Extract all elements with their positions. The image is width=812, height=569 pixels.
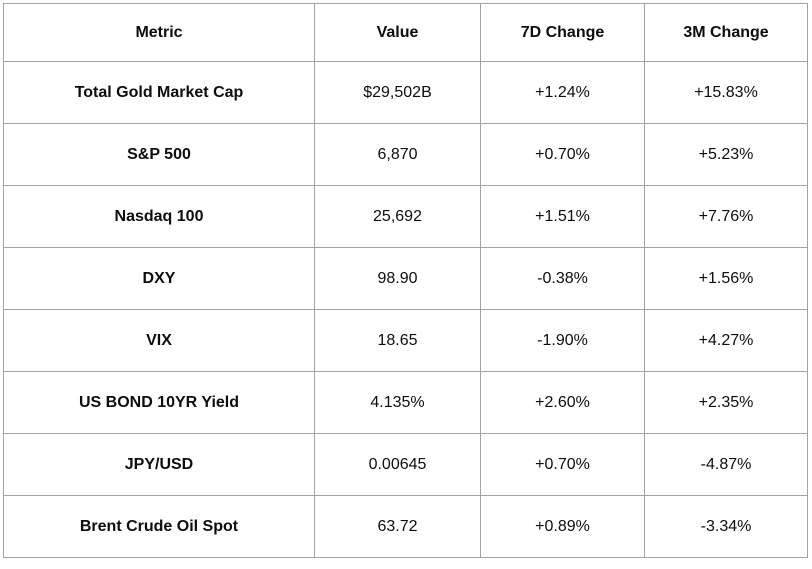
header-row: Metric Value 7D Change 3M Change bbox=[3, 3, 808, 62]
metric-cell: JPY/USD bbox=[3, 433, 315, 496]
change-3m-cell: +1.56% bbox=[644, 247, 808, 310]
metric-cell: Brent Crude Oil Spot bbox=[3, 495, 315, 558]
change-7d-cell: -1.90% bbox=[480, 309, 645, 372]
column-header-7d-change: 7D Change bbox=[480, 3, 645, 62]
change-3m-cell: +2.35% bbox=[644, 371, 808, 434]
change-3m-cell: -4.87% bbox=[644, 433, 808, 496]
change-7d-cell: +0.70% bbox=[480, 433, 645, 496]
change-3m-cell: +7.76% bbox=[644, 185, 808, 248]
metric-cell: DXY bbox=[3, 247, 315, 310]
change-7d-cell: +0.89% bbox=[480, 495, 645, 558]
change-7d-cell: +1.24% bbox=[480, 61, 645, 124]
market-metrics-table: Metric Value 7D Change 3M Change Total G… bbox=[3, 3, 808, 558]
table-row: Nasdaq 100 25,692 +1.51% +7.76% bbox=[3, 185, 808, 248]
column-header-metric: Metric bbox=[3, 3, 315, 62]
change-7d-cell: +1.51% bbox=[480, 185, 645, 248]
table-row: JPY/USD 0.00645 +0.70% -4.87% bbox=[3, 433, 808, 496]
metric-cell: Total Gold Market Cap bbox=[3, 61, 315, 124]
value-cell: 25,692 bbox=[314, 185, 481, 248]
metric-cell: VIX bbox=[3, 309, 315, 372]
column-header-value: Value bbox=[314, 3, 481, 62]
value-cell: 63.72 bbox=[314, 495, 481, 558]
value-cell: $29,502B bbox=[314, 61, 481, 124]
change-3m-cell: +5.23% bbox=[644, 123, 808, 186]
table-row: Brent Crude Oil Spot 63.72 +0.89% -3.34% bbox=[3, 495, 808, 558]
value-cell: 6,870 bbox=[314, 123, 481, 186]
table-row: Total Gold Market Cap $29,502B +1.24% +1… bbox=[3, 61, 808, 124]
column-header-3m-change: 3M Change bbox=[644, 3, 808, 62]
change-3m-cell: +4.27% bbox=[644, 309, 808, 372]
change-3m-cell: -3.34% bbox=[644, 495, 808, 558]
table-row: US BOND 10YR Yield 4.135% +2.60% +2.35% bbox=[3, 371, 808, 434]
metric-cell: US BOND 10YR Yield bbox=[3, 371, 315, 434]
value-cell: 18.65 bbox=[314, 309, 481, 372]
change-3m-cell: +15.83% bbox=[644, 61, 808, 124]
value-cell: 4.135% bbox=[314, 371, 481, 434]
change-7d-cell: +2.60% bbox=[480, 371, 645, 434]
value-cell: 0.00645 bbox=[314, 433, 481, 496]
metric-cell: S&P 500 bbox=[3, 123, 315, 186]
change-7d-cell: -0.38% bbox=[480, 247, 645, 310]
change-7d-cell: +0.70% bbox=[480, 123, 645, 186]
metric-cell: Nasdaq 100 bbox=[3, 185, 315, 248]
table-row: DXY 98.90 -0.38% +1.56% bbox=[3, 247, 808, 310]
value-cell: 98.90 bbox=[314, 247, 481, 310]
table-row: S&P 500 6,870 +0.70% +5.23% bbox=[3, 123, 808, 186]
table-row: VIX 18.65 -1.90% +4.27% bbox=[3, 309, 808, 372]
